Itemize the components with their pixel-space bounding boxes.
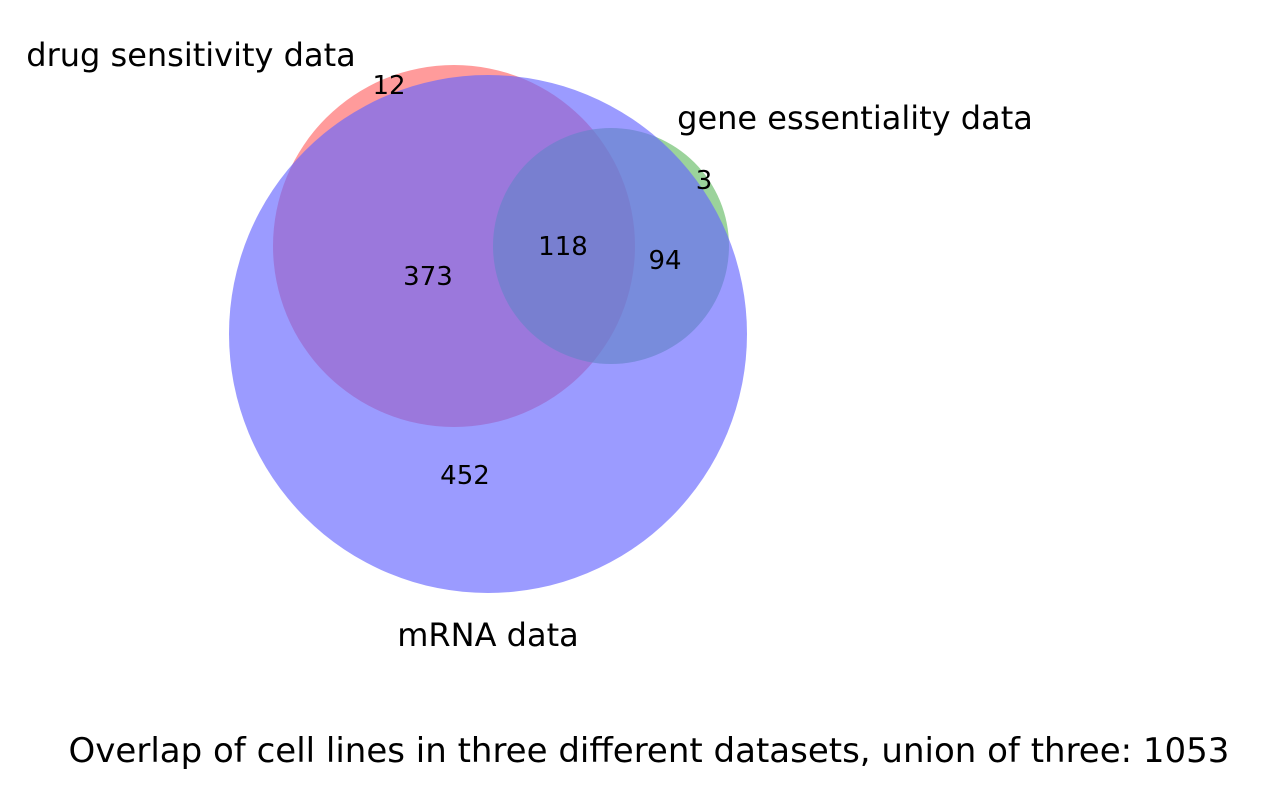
gene-mrna-count: 94: [648, 246, 681, 276]
drug-gene-mrna-count: 118: [538, 232, 588, 262]
mrna-circle: [229, 75, 747, 593]
gene-essentiality-label: gene essentiality data: [677, 99, 1033, 137]
drug-mrna-count: 373: [403, 262, 453, 292]
gene-only-count: 3: [696, 166, 713, 196]
mrna-label: mRNA data: [397, 616, 578, 654]
diagram-caption: Overlap of cell lines in three different…: [69, 731, 1230, 771]
drug-sensitivity-label: drug sensitivity data: [26, 36, 355, 74]
drug-only-count: 12: [372, 71, 405, 101]
mrna-only-count: 452: [440, 461, 490, 491]
